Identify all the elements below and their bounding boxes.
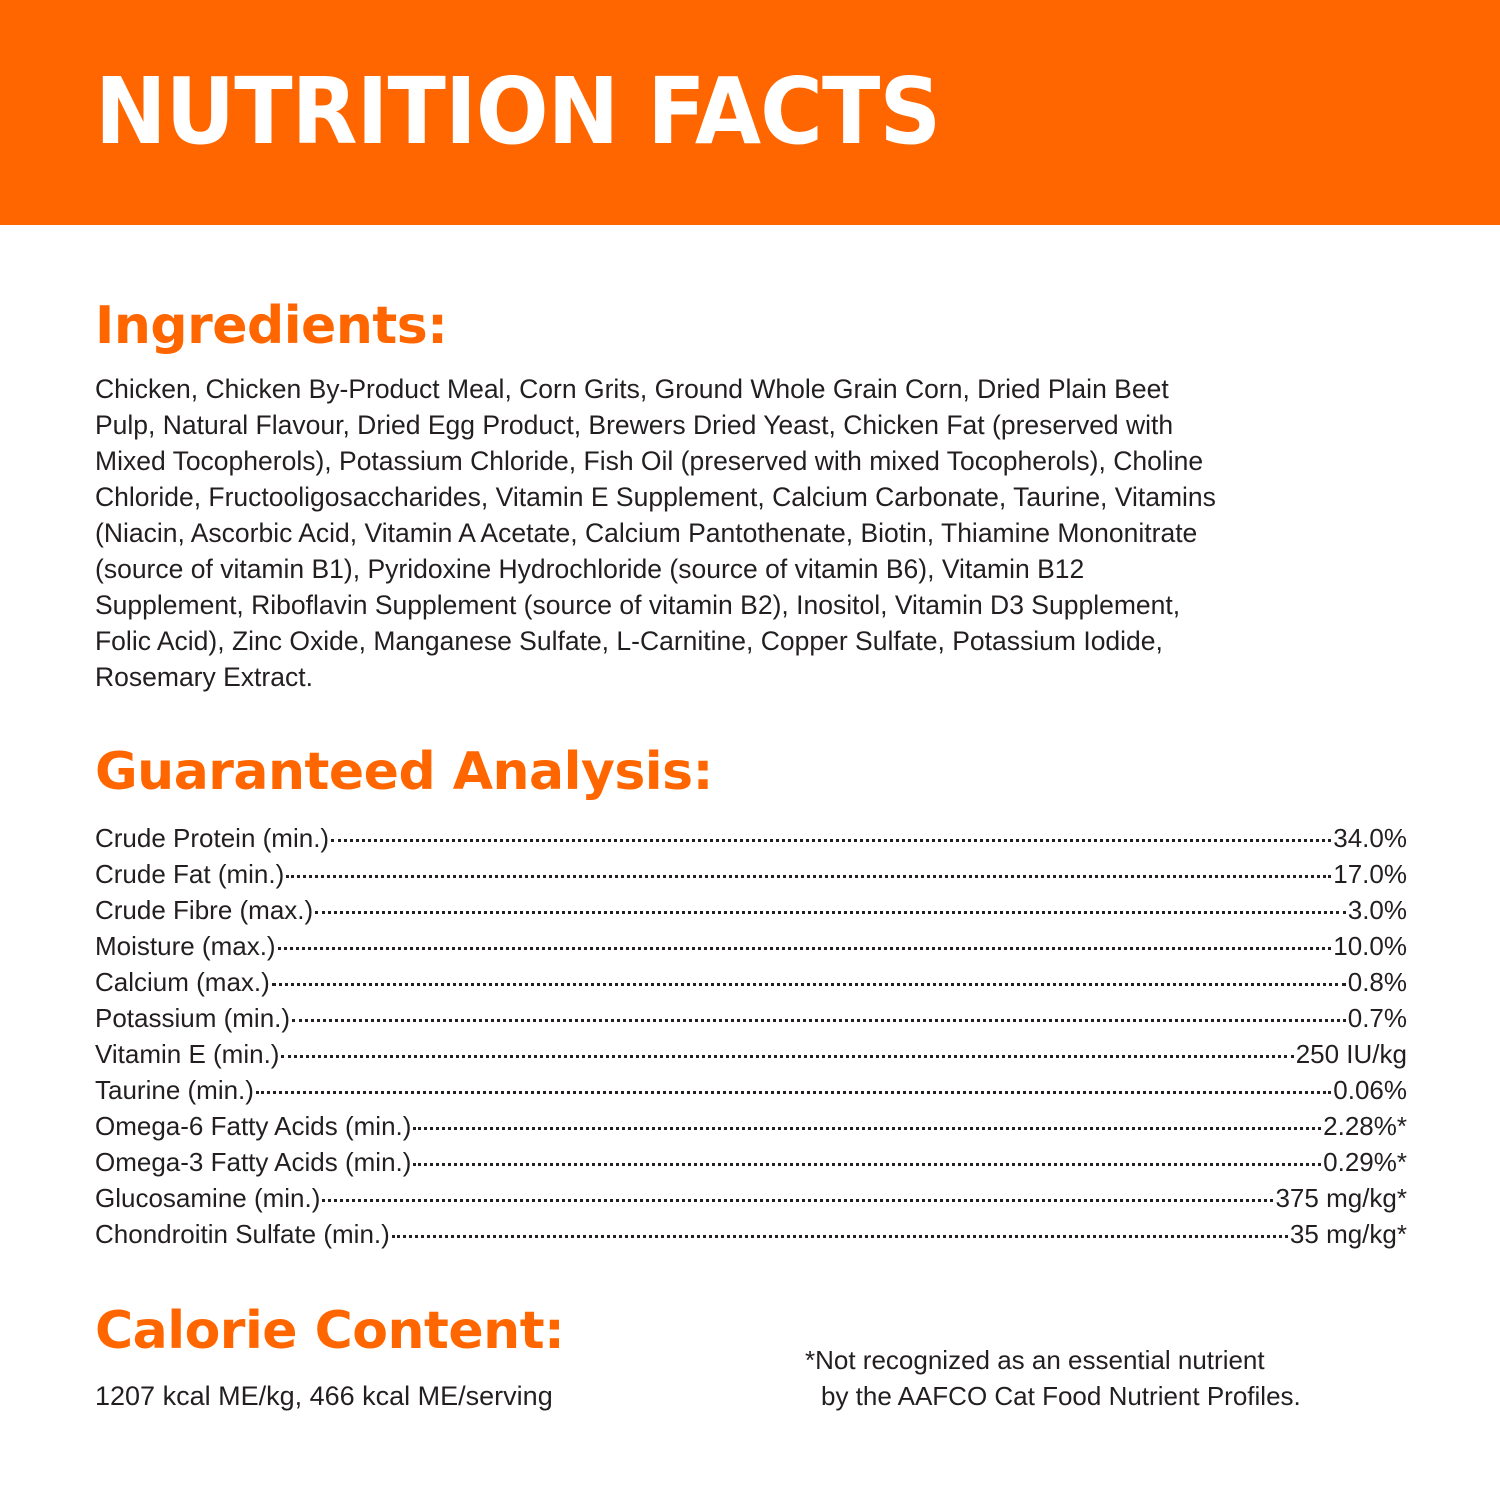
header-banner: NUTRITION FACTS	[0, 0, 1500, 225]
nutrient-value: 0.7%	[1347, 1003, 1407, 1033]
guaranteed-analysis-table: Crude Protein (min.) 34.0% Crude Fat (mi…	[95, 820, 1407, 1252]
dot-leader	[413, 1163, 1322, 1166]
dot-leader	[286, 875, 1332, 878]
guaranteed-analysis-heading: Guaranteed Analysis:	[95, 742, 713, 802]
ingredients-line: Mixed Tocopherols), Potassium Chloride, …	[95, 446, 1204, 476]
dot-leader	[255, 1091, 1332, 1094]
dot-leader	[271, 983, 1346, 986]
analysis-row: Omega-3 Fatty Acids (min.) 0.29%*	[95, 1144, 1407, 1180]
nutrient-label: Potassium (min.)	[95, 1003, 291, 1033]
nutrient-value: 0.06%	[1333, 1075, 1407, 1105]
nutrient-label: Glucosamine (min.)	[95, 1183, 321, 1213]
calorie-content-heading: Calorie Content:	[95, 1301, 565, 1361]
nutrient-value: 34.0%	[1333, 823, 1407, 853]
dot-leader	[281, 1055, 1294, 1058]
analysis-row: Moisture (max.) 10.0%	[95, 928, 1407, 964]
nutrient-label: Vitamin E (min.)	[95, 1039, 280, 1069]
ingredients-heading: Ingredients:	[95, 296, 448, 356]
ingredients-line: Folic Acid), Zinc Oxide, Manganese Sulfa…	[95, 626, 1163, 656]
ingredients-line: (source of vitamin B1), Pyridoxine Hydro…	[95, 554, 1085, 584]
analysis-row: Calcium (max.) 0.8%	[95, 964, 1407, 1000]
analysis-row: Crude Protein (min.) 34.0%	[95, 820, 1407, 856]
ingredients-line: (Niacin, Ascorbic Acid, Vitamin A Acetat…	[95, 518, 1198, 548]
analysis-row: Vitamin E (min.) 250 IU/kg	[95, 1036, 1407, 1072]
dot-leader	[391, 1235, 1288, 1238]
nutrient-value: 3.0%	[1347, 895, 1407, 925]
dot-leader	[315, 911, 1346, 914]
nutrient-value: 375 mg/kg*	[1275, 1183, 1407, 1213]
nutrient-label: Taurine (min.)	[95, 1075, 254, 1105]
nutrient-value: 2.28%*	[1323, 1111, 1407, 1141]
dot-leader	[277, 947, 1332, 950]
dot-leader	[292, 1019, 1346, 1022]
nutrient-label: Crude Fibre (max.)	[95, 895, 314, 925]
analysis-row: Crude Fat (min.) 17.0%	[95, 856, 1407, 892]
analysis-row: Potassium (min.) 0.7%	[95, 1000, 1407, 1036]
analysis-row: Taurine (min.) 0.06%	[95, 1072, 1407, 1108]
nutrient-label: Crude Fat (min.)	[95, 859, 285, 889]
nutrient-value: 0.8%	[1347, 967, 1407, 997]
ingredients-line: Chicken, Chicken By-Product Meal, Corn G…	[95, 374, 1169, 404]
nutrient-label: Calcium (max.)	[95, 967, 270, 997]
aafco-footnote: *Not recognized as an essential nutrient…	[805, 1342, 1301, 1414]
analysis-row: Glucosamine (min.) 375 mg/kg*	[95, 1180, 1407, 1216]
calorie-content-value: 1207 kcal ME/kg, 466 kcal ME/serving	[95, 1381, 553, 1411]
dot-leader	[413, 1127, 1322, 1130]
footnote-line: by the AAFCO Cat Food Nutrient Profiles.	[821, 1381, 1301, 1411]
dot-leader	[322, 1199, 1274, 1202]
ingredients-list: Chicken, Chicken By-Product Meal, Corn G…	[95, 371, 1405, 695]
nutrient-value: 35 mg/kg*	[1289, 1219, 1407, 1249]
ingredients-line: Supplement, Riboflavin Supplement (sourc…	[95, 590, 1181, 620]
ingredients-line: Pulp, Natural Flavour, Dried Egg Product…	[95, 410, 1174, 440]
ingredients-line: Chloride, Fructooligosaccharides, Vitami…	[95, 482, 1216, 512]
nutrient-value: 17.0%	[1333, 859, 1407, 889]
analysis-row: Chondroitin Sulfate (min.) 35 mg/kg*	[95, 1216, 1407, 1252]
analysis-row: Crude Fibre (max.) 3.0%	[95, 892, 1407, 928]
ingredients-line: Rosemary Extract.	[95, 662, 313, 692]
page-title: NUTRITION FACTS	[95, 58, 941, 165]
dot-leader	[331, 839, 1332, 842]
nutrient-label: Crude Protein (min.)	[95, 823, 330, 853]
nutrient-value: 250 IU/kg	[1295, 1039, 1407, 1069]
nutrient-value: 0.29%*	[1323, 1147, 1407, 1177]
nutrient-label: Moisture (max.)	[95, 931, 276, 961]
analysis-row: Omega-6 Fatty Acids (min.) 2.28%*	[95, 1108, 1407, 1144]
nutrient-label: Chondroitin Sulfate (min.)	[95, 1219, 390, 1249]
footnote-line: *Not recognized as an essential nutrient	[805, 1345, 1265, 1375]
nutrient-value: 10.0%	[1333, 931, 1407, 961]
nutrient-label: Omega-6 Fatty Acids (min.)	[95, 1111, 412, 1141]
nutrient-label: Omega-3 Fatty Acids (min.)	[95, 1147, 412, 1177]
